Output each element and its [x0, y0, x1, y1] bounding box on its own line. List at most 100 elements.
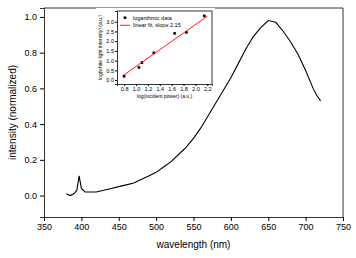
y-tick-mark [115, 31, 117, 32]
y-tick-label: 2.0 [106, 38, 114, 44]
legend-swatch [120, 25, 130, 26]
frame-right [212, 11, 213, 84]
x-tick-mark [306, 217, 307, 221]
y-tick-label: 0.2 [24, 155, 37, 165]
y-tick: 0.4 [24, 119, 44, 129]
y-tick-label: 2.5 [106, 29, 114, 35]
y-tick-mark [40, 160, 44, 161]
x-tick: 700 [299, 217, 314, 232]
x-tick-label: 350 [37, 222, 52, 232]
y-tick-mark [115, 61, 117, 62]
y-tick-mark [115, 51, 117, 52]
y-tick-mark [115, 41, 117, 42]
y-tick-mark [115, 22, 117, 23]
frame-top [117, 11, 212, 12]
y-tick: 0.0 [24, 191, 44, 201]
x-tick-label: 1.2 [145, 86, 153, 92]
x-tick: 350 [37, 217, 52, 232]
x-tick: 1.8 [180, 84, 188, 92]
y-axis: 0.0 0.2 0.4 0.6 0.8 1.0 [24, 9, 44, 218]
x-tick: 500 [149, 217, 164, 232]
y-tick-label: 1.0 [106, 58, 114, 64]
x-tick: 1.0 [133, 84, 141, 92]
x-tick-mark [343, 217, 344, 221]
y-axis: 0.0 0.5 1.0 1.5 2.0 2.5 3.0 [106, 12, 117, 85]
plot-area [123, 15, 207, 78]
y-tick: 0.0 [106, 77, 117, 83]
x-tick: 1.2 [145, 84, 153, 92]
y-tick-label: 1.5 [106, 48, 114, 54]
y-axis-title: intensity (normalized) [7, 65, 18, 160]
x-tick: 2.0 [192, 84, 200, 92]
x-axis: 350 400 450 500 550 600 650 700 750 [37, 217, 351, 232]
data-point [123, 75, 126, 78]
y-tick-mark [115, 70, 117, 71]
x-axis-line [45, 218, 344, 222]
y-tick: 0.5 [106, 68, 117, 74]
y-tick-mark [40, 196, 44, 197]
x-tick-mark [119, 217, 120, 221]
y-tick: 2.5 [106, 29, 117, 35]
y-tick-label: 0.4 [24, 119, 37, 129]
x-tick-mark [81, 217, 82, 221]
x-tick-label: 2.2 [204, 86, 212, 92]
x-tick-mark [268, 217, 269, 221]
y-axis-line [115, 12, 118, 85]
x-tick-mark [194, 217, 195, 221]
y-tick: 2.0 [106, 38, 117, 44]
x-tick: 2.2 [204, 84, 212, 92]
x-axis: 0.8 1.0 1.21.4 1.6 1.8 2.0 2.2 [118, 84, 213, 92]
x-axis-title: wavelength (nm) [156, 239, 231, 250]
x-tick-label: 650 [261, 222, 276, 232]
data-point [203, 15, 206, 18]
y-tick: 0.8 [24, 48, 44, 58]
main-chart: 3504004505005506006507007500.00.20.40.60… [7, 8, 352, 250]
x-tick-label: 0.8 [121, 86, 129, 92]
y-tick-mark [40, 53, 44, 54]
x-tick-label: 400 [74, 222, 89, 232]
x-tick-label: 600 [224, 222, 239, 232]
data-point [173, 32, 176, 35]
y-tick-label: 0.0 [24, 191, 37, 201]
x-tick-label: 750 [336, 222, 351, 232]
x-tick: 600 [224, 217, 239, 232]
x-tick-mark [231, 217, 232, 221]
x-tick-label: 1.0 [133, 86, 141, 92]
y-tick-mark [115, 80, 117, 81]
legend-swatch [124, 16, 127, 19]
x-tick: 0.8 [121, 84, 129, 92]
x-tick-label: 2.0 [192, 86, 200, 92]
y-axis-title: log(white light intensity) (a.u.) [97, 15, 103, 80]
y-tick: 1.5 [106, 48, 117, 54]
y-tick-mark [40, 124, 44, 125]
x-tick-label: 1.4 [156, 86, 164, 92]
y-tick-label: 0.5 [106, 68, 114, 74]
y-tick-label: 0.8 [24, 48, 37, 58]
inset-background [96, 8, 215, 101]
x-tick-label: 550 [186, 222, 201, 232]
x-tick-label: 1.8 [180, 86, 188, 92]
x-tick-label: 450 [112, 222, 127, 232]
x-tick: 1.4 [156, 84, 164, 92]
inset-chart: 0.8 1.0 1.21.4 1.6 1.8 2.0 2.2 0.0 0.5 1.0 1.5 2.0 2… [96, 8, 215, 101]
x-tick-label: 500 [149, 222, 164, 232]
y-tick-label: 3.0 [106, 19, 114, 25]
y-tick-label: 0.0 [106, 77, 114, 83]
x-tick-label: 1.6 [168, 86, 176, 92]
x-tick: 1.6 [168, 84, 176, 92]
x-tick: 650 [261, 217, 276, 232]
y-tick-mark [40, 17, 44, 18]
x-tick: 450 [112, 217, 127, 232]
data-point [138, 66, 141, 69]
legend: logarithmic datalinear fit, slope 2.15 [120, 15, 181, 29]
y-tick: 0.6 [24, 84, 44, 94]
x-tick: 400 [74, 217, 89, 232]
x-tick: 750 [336, 217, 351, 232]
series-line [124, 16, 207, 75]
y-tick: 3.0 [106, 19, 117, 25]
x-tick-mark [156, 217, 157, 221]
y-tick-label: 1.0 [24, 12, 37, 22]
y-tick: 1.0 [106, 58, 117, 64]
x-tick: 550 [186, 217, 201, 232]
x-tick-label: 700 [299, 222, 314, 232]
